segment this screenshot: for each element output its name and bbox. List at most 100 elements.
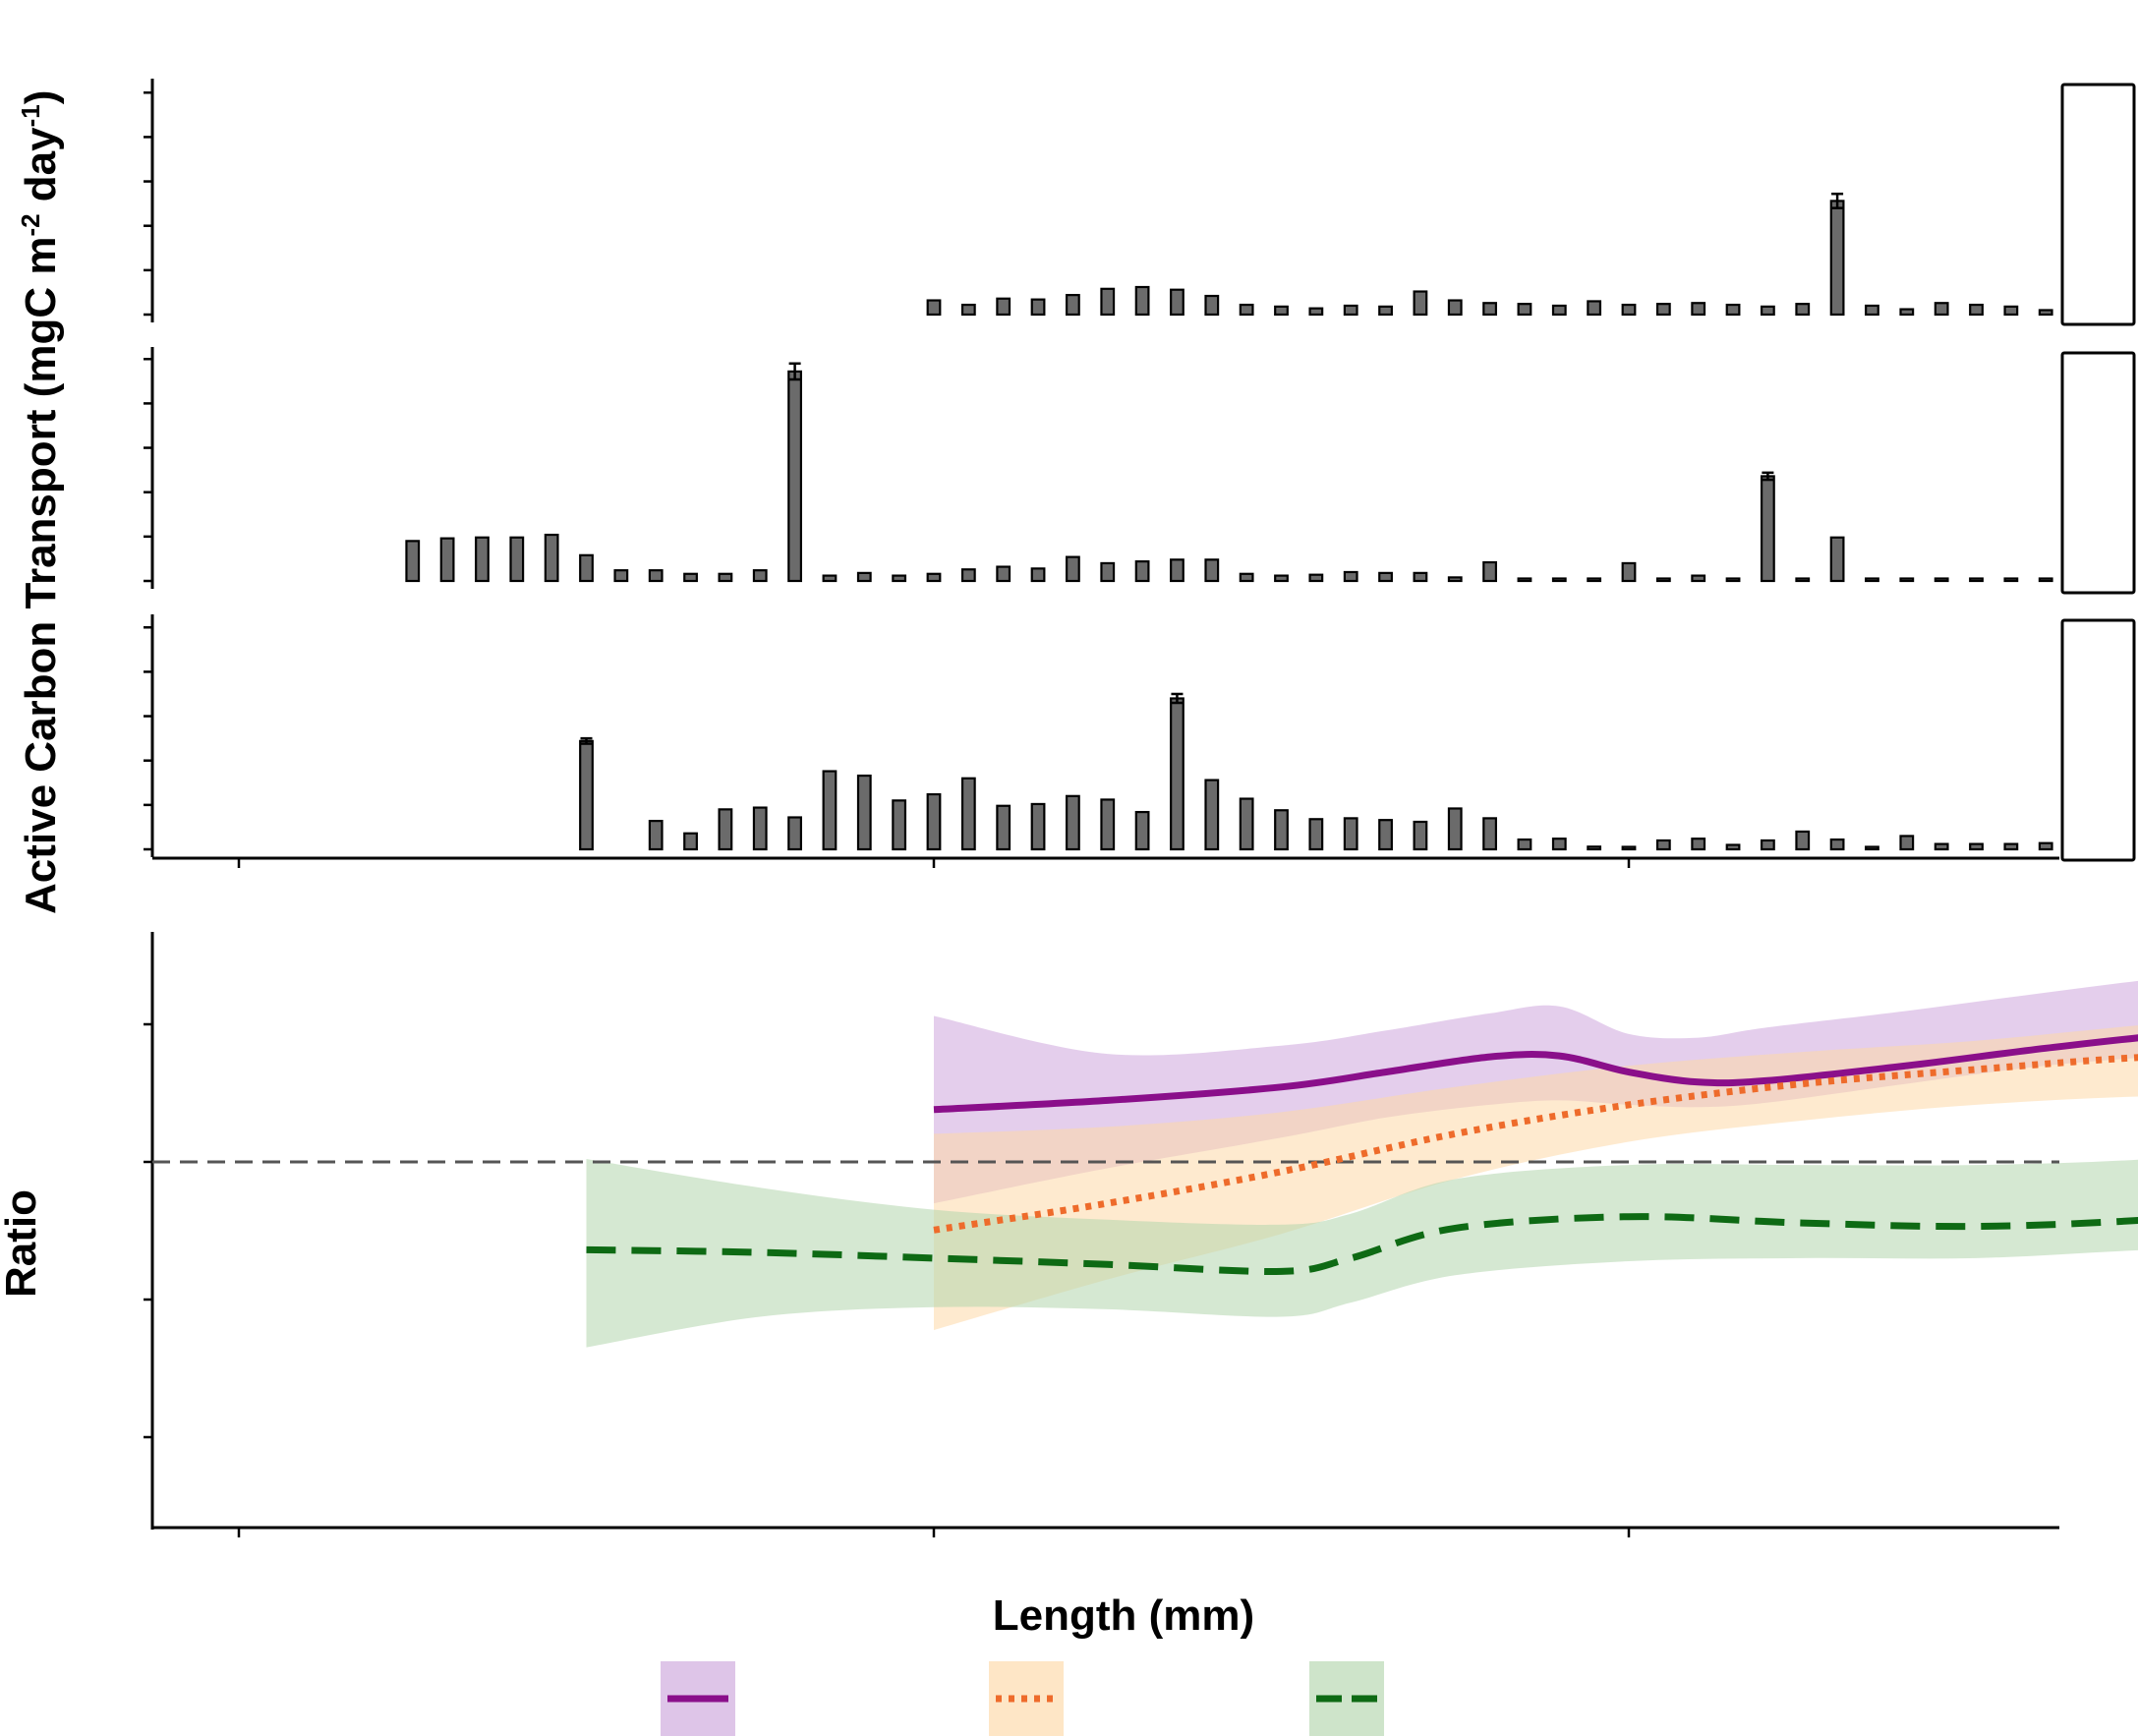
bar (1691, 838, 1706, 851)
bar (1829, 838, 1845, 851)
bar (509, 536, 525, 583)
bar (1482, 302, 1498, 317)
bar (1274, 305, 1289, 317)
bar (2003, 577, 2019, 583)
bar (752, 806, 768, 851)
legend-item-cobb-ikmt (989, 1661, 1064, 1736)
bar (787, 370, 802, 583)
facet-strip-box (2060, 351, 2136, 595)
bar (1517, 838, 1532, 851)
bar (1934, 302, 1949, 317)
bar (1969, 303, 1984, 317)
bar (439, 537, 455, 583)
bar (475, 536, 490, 583)
bar (926, 299, 942, 317)
bar (2003, 842, 2019, 851)
bar (1413, 571, 1428, 583)
line-cobb-huft (933, 1034, 2138, 1114)
bar (1760, 839, 1775, 851)
bar (1065, 794, 1080, 851)
bar (648, 569, 664, 583)
bar (1378, 571, 1393, 583)
bar (579, 739, 594, 851)
bar (1655, 577, 1671, 583)
bar (1725, 303, 1741, 317)
bar (1170, 558, 1185, 583)
bar (405, 540, 421, 583)
legend (661, 1661, 1384, 1736)
bar (1343, 304, 1358, 317)
bar (1691, 302, 1706, 317)
facet-cobb (144, 79, 2136, 326)
bar (1030, 802, 1046, 851)
ratio-x-axis-label: Length (mm) (993, 1591, 1254, 1640)
bar (1204, 294, 1220, 317)
bar (892, 799, 907, 851)
bar (1030, 567, 1046, 583)
bar (2038, 841, 2053, 851)
bar (1134, 285, 1150, 317)
ratio-y-axis-label: Ratio (0, 1189, 45, 1298)
bar (1795, 830, 1811, 851)
bar (1621, 303, 1637, 317)
bar (1134, 810, 1150, 851)
bar (752, 569, 768, 583)
facet-huft (144, 347, 2136, 595)
bar (1760, 305, 1775, 317)
bar (787, 816, 802, 851)
bar (1760, 475, 1775, 583)
bar (1587, 300, 1602, 317)
bar-y-axis-label: Active Carbon Transport (mgC m-2 day-1) (16, 90, 65, 914)
bar (613, 569, 629, 583)
bar (1621, 561, 1637, 583)
bar (1100, 798, 1116, 851)
bar (683, 832, 698, 851)
bar (1829, 536, 1845, 583)
bar (1969, 577, 1984, 583)
bar (1030, 298, 1046, 317)
bar (1482, 817, 1498, 851)
bar (1274, 809, 1289, 851)
bar (1447, 299, 1463, 317)
bar (1899, 308, 1915, 317)
bar (1447, 576, 1463, 583)
bar (1551, 304, 1567, 317)
bar (2003, 305, 2019, 317)
bar (1308, 573, 1324, 583)
bar (1447, 807, 1463, 851)
bar (1482, 560, 1498, 583)
bar (1621, 845, 1637, 851)
bar (1134, 560, 1150, 583)
bar (1899, 835, 1915, 851)
bar (648, 820, 664, 851)
bar (1865, 845, 1879, 851)
bar (822, 770, 838, 851)
bar (1065, 555, 1080, 583)
bar (926, 792, 942, 851)
bar (1587, 845, 1602, 851)
bar (960, 303, 976, 317)
bar (1413, 820, 1428, 851)
bar (960, 777, 976, 851)
bar (1865, 577, 1879, 583)
bar (1100, 287, 1116, 317)
bar (856, 774, 872, 851)
bar (1865, 304, 1879, 317)
bar (1655, 839, 1671, 851)
bar (1725, 843, 1741, 851)
bar (579, 553, 594, 583)
bar (1517, 577, 1532, 583)
bar (1899, 577, 1915, 583)
bar (1239, 572, 1254, 583)
band-cobb-ikmt (934, 1025, 2138, 1331)
facet-strip-box (2060, 618, 2136, 862)
bar (1691, 574, 1706, 583)
bar (2038, 309, 2053, 317)
bar (1239, 797, 1254, 851)
bar (1934, 577, 1949, 583)
bar (1204, 558, 1220, 583)
ratio-line-panel (144, 932, 2138, 1537)
bar (1378, 819, 1393, 851)
facet-ikmt (144, 614, 2136, 862)
